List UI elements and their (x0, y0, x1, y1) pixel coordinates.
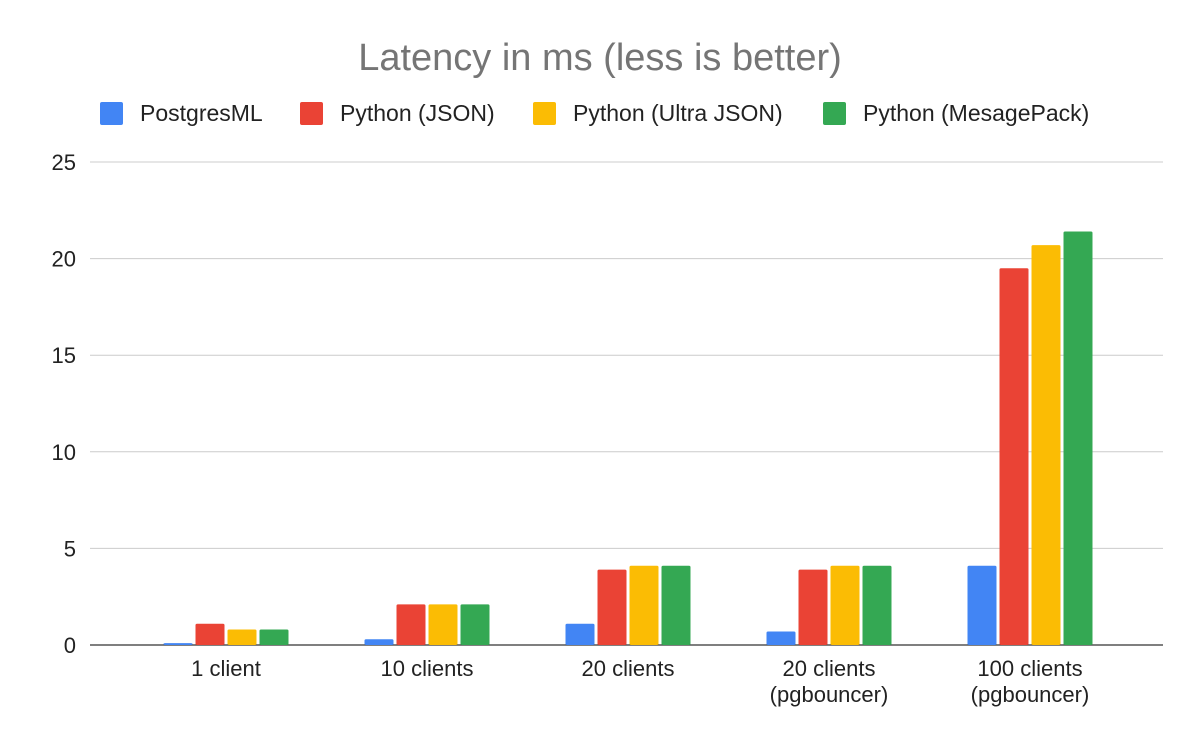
bar (259, 629, 289, 645)
bar (227, 629, 257, 645)
y-axis: 0 5 10 15 20 25 (52, 150, 76, 658)
bar (798, 569, 828, 645)
x-category-label: 10 clients (381, 656, 474, 681)
y-tick-label: 5 (64, 536, 76, 561)
y-tick-label: 25 (52, 150, 76, 175)
x-category-label: 1 client (191, 656, 261, 681)
y-tick-label: 10 (52, 440, 76, 465)
legend-label: Python (MesagePack) (863, 100, 1089, 126)
bar (999, 268, 1029, 645)
bar (163, 643, 193, 645)
bar (661, 565, 691, 645)
bar (195, 623, 225, 645)
x-axis: 1 client 10 clients 20 clients 20 clients (p… (191, 656, 1089, 707)
bar (364, 639, 394, 645)
y-tick-label: 15 (52, 343, 76, 368)
legend-swatch (823, 102, 846, 125)
bar (830, 565, 860, 645)
legend: PostgresML Python (JSON) Python (Ultra JSO… (100, 100, 1089, 126)
legend-label: Python (JSON) (340, 100, 495, 126)
bar (629, 565, 659, 645)
bar (1031, 245, 1061, 646)
x-category-label: 100 clients (pgbouncer) (971, 656, 1090, 707)
legend-label: Python (Ultra JSON) (573, 100, 783, 126)
bar (396, 604, 426, 645)
bar (862, 565, 892, 645)
y-tick-label: 0 (64, 633, 76, 658)
bar (967, 565, 997, 645)
legend-swatch (533, 102, 556, 125)
chart-title: Latency in ms (less is better) (358, 37, 842, 79)
legend-swatch (100, 102, 123, 125)
x-category-label: 20 clients (pgbouncer) (770, 656, 889, 707)
bar (428, 604, 458, 645)
bar (565, 623, 595, 645)
bars (163, 231, 1093, 646)
bar (766, 631, 796, 645)
x-category-label: 20 clients (582, 656, 675, 681)
bar (460, 604, 490, 645)
legend-swatch (300, 102, 323, 125)
bar (1063, 231, 1093, 645)
bar (597, 569, 627, 645)
legend-label: PostgresML (140, 100, 263, 126)
y-tick-label: 20 (52, 247, 76, 272)
